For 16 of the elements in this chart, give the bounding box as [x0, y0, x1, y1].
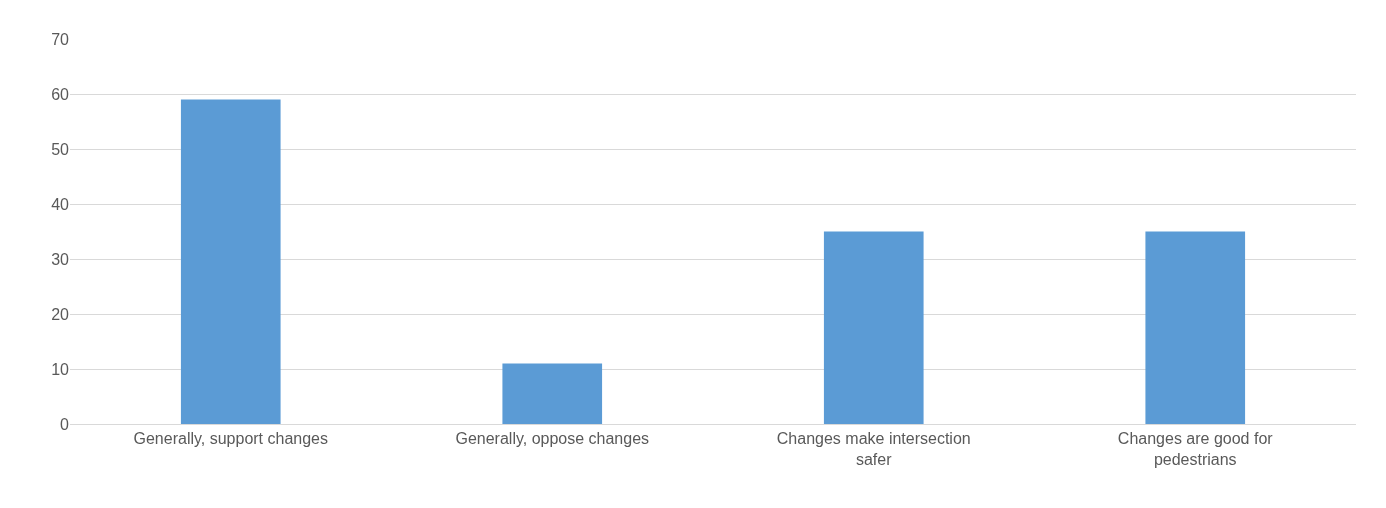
y-tick-label: 0: [60, 415, 70, 433]
y-tick-label: 70: [51, 30, 70, 48]
y-tick-label: 30: [51, 250, 70, 268]
y-tick-label: 10: [51, 360, 70, 378]
x-tick-label: Changes make intersection safer: [776, 430, 971, 468]
y-tick-label: 40: [51, 195, 70, 213]
bar: [180, 99, 281, 424]
bar: [502, 363, 603, 424]
x-tick-label: Changes are good for pedestrians: [1117, 430, 1274, 468]
x-tick-label: Generally, oppose changes: [455, 430, 650, 448]
y-tick-label: 50: [51, 140, 70, 158]
y-tick-label: 60: [51, 85, 70, 103]
bar: [823, 231, 924, 424]
y-tick-label: 20: [51, 305, 70, 323]
x-tick-label: Generally, support changes: [133, 430, 328, 448]
bar: [1145, 231, 1246, 424]
